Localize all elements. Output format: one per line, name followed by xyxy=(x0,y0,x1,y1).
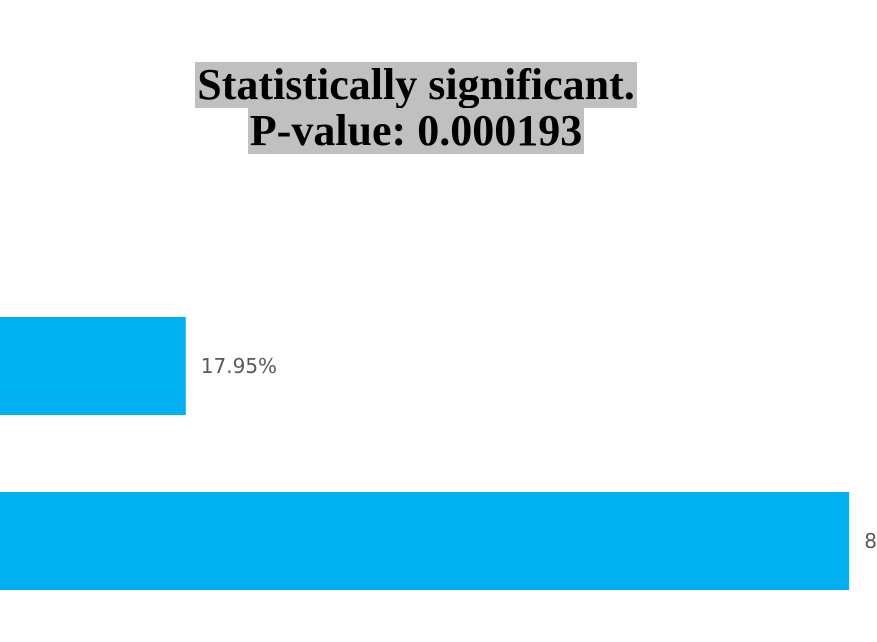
chart-title-line-1: Statistically significant. xyxy=(195,60,637,109)
bar-2 xyxy=(0,492,850,590)
data-label-2: 82 xyxy=(864,529,877,553)
bar-1 xyxy=(0,317,186,415)
chart-title-line-2: P-value: 0.000193 xyxy=(247,106,585,155)
data-label-1: 17.95% xyxy=(201,354,277,378)
chart-title: Statistically significant. P-value: 0.00… xyxy=(0,62,832,154)
